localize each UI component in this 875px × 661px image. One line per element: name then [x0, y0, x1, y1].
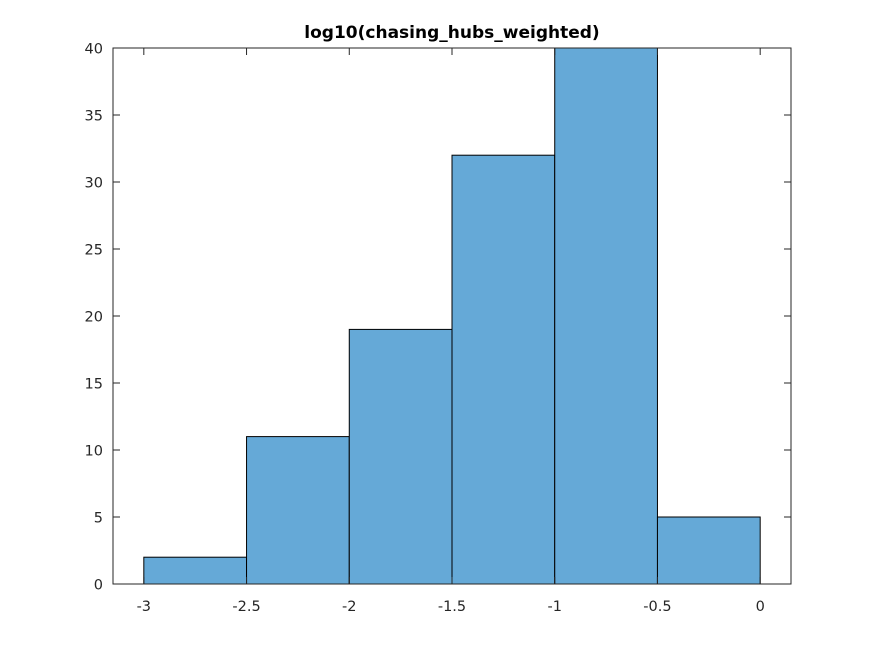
axes-box [112, 47, 792, 585]
x-tick-label: -1.5 [438, 599, 466, 615]
y-tick-label: 10 [85, 444, 103, 460]
histogram-bar [656, 516, 761, 585]
x-tick-label: -2 [342, 599, 356, 615]
y-tick-label: 0 [94, 578, 103, 594]
x-tick-label: 0 [756, 599, 765, 615]
histogram-bar [348, 328, 453, 585]
histogram-bar [246, 436, 350, 585]
histogram-bar [554, 47, 658, 585]
x-tick-label: -0.5 [643, 599, 671, 615]
bars-group [143, 47, 761, 585]
chart-title: log10(chasing_hubs_weighted) [304, 23, 599, 43]
y-tick-label: 5 [94, 511, 103, 527]
y-tick-label: 30 [85, 176, 103, 192]
histogram-bar [143, 556, 248, 585]
y-tick-label: 40 [85, 42, 103, 58]
y-tick-label: 20 [85, 310, 103, 326]
x-tick-label: -3 [137, 599, 151, 615]
x-tick-label: -1 [547, 599, 561, 615]
x-tick-label: -2.5 [232, 599, 260, 615]
y-tick-label: 25 [85, 243, 103, 259]
tick-labels-group: -3 -2.5 -2 -1.5 -1 -0.5 0 0 5 10 15 20 25 30 35 40 [85, 42, 765, 616]
y-tick-label: 15 [85, 377, 103, 393]
histogram-bar [451, 154, 556, 585]
y-tick-label: 35 [85, 109, 103, 125]
